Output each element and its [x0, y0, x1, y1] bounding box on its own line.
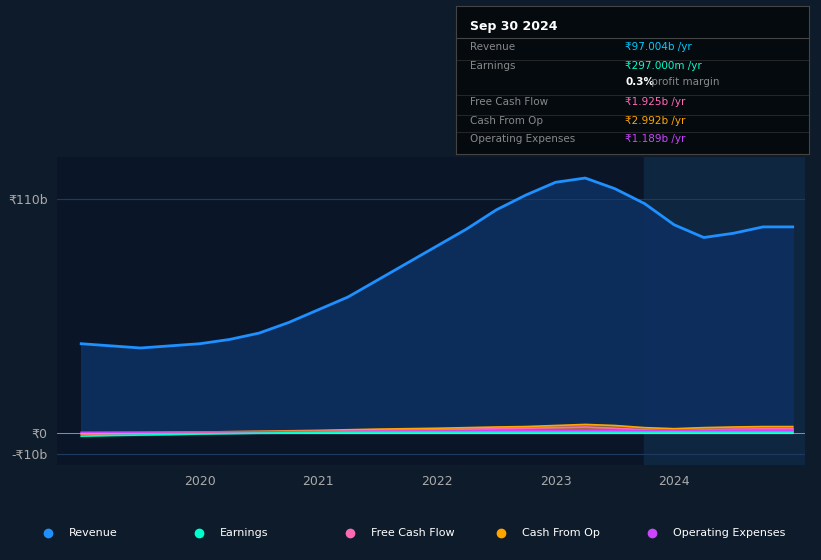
Text: Cash From Op: Cash From Op — [470, 116, 543, 126]
Bar — [644, 157, 821, 465]
Text: ₹297.000m /yr: ₹297.000m /yr — [625, 61, 702, 71]
Text: Free Cash Flow: Free Cash Flow — [371, 529, 455, 538]
Text: ₹1.189b /yr: ₹1.189b /yr — [625, 134, 686, 143]
Text: Revenue: Revenue — [69, 529, 118, 538]
Text: Operating Expenses: Operating Expenses — [673, 529, 786, 538]
Text: ₹1.925b /yr: ₹1.925b /yr — [625, 96, 686, 106]
Text: Free Cash Flow: Free Cash Flow — [470, 96, 548, 106]
Text: Earnings: Earnings — [470, 61, 516, 71]
Text: Revenue: Revenue — [470, 41, 515, 52]
Text: ₹97.004b /yr: ₹97.004b /yr — [625, 41, 692, 52]
Text: 0.3%: 0.3% — [625, 77, 654, 87]
Text: Operating Expenses: Operating Expenses — [470, 134, 575, 143]
Text: ₹2.992b /yr: ₹2.992b /yr — [625, 116, 686, 126]
Text: Earnings: Earnings — [220, 529, 268, 538]
Text: Sep 30 2024: Sep 30 2024 — [470, 21, 557, 34]
Text: profit margin: profit margin — [648, 77, 719, 87]
Text: Cash From Op: Cash From Op — [522, 529, 600, 538]
